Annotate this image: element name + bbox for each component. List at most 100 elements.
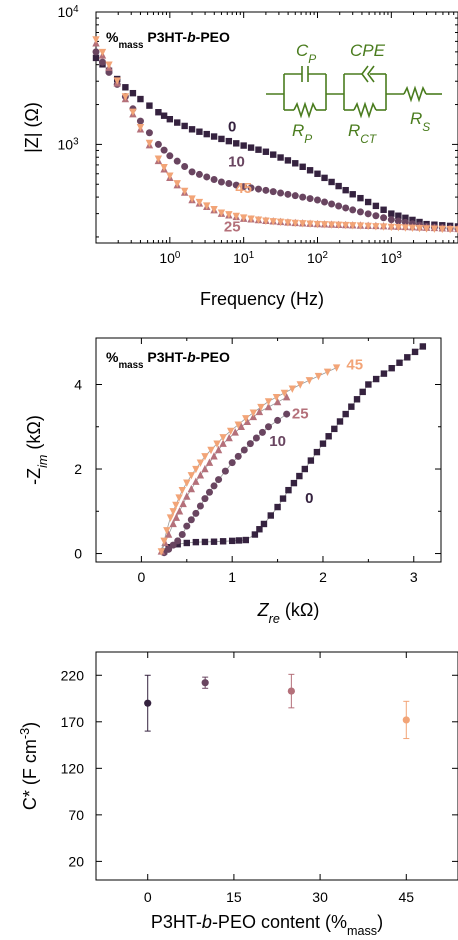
- legend-title-part: -PEO: [196, 29, 230, 45]
- data-point: [214, 445, 223, 454]
- data-point: [260, 520, 268, 528]
- plot-frame: [95, 11, 458, 244]
- series-45: [157, 364, 341, 556]
- data-point: [92, 36, 100, 44]
- data-point: [380, 370, 388, 377]
- legend-title-part: %: [106, 349, 119, 365]
- data-point: [187, 472, 196, 480]
- data-point: [210, 205, 218, 214]
- data-point: [226, 427, 235, 436]
- data-point: [349, 191, 356, 198]
- y-tick-label-part: 3: [73, 136, 79, 147]
- data-point: [136, 123, 145, 132]
- data-point: [262, 186, 270, 194]
- capacitance-panel: 0 15 30 45 20 70 120 170 220 P3HT-b-PEO content (…: [18, 651, 458, 938]
- x-tick-label: 2: [319, 569, 327, 585]
- data-point: [396, 359, 403, 366]
- y-tick-label: 2: [74, 461, 82, 477]
- data-point: [203, 130, 210, 138]
- data-point: [331, 425, 338, 433]
- data-point: [314, 372, 323, 381]
- capacitance-point-3: [402, 700, 410, 740]
- data-point: [192, 538, 200, 546]
- data-point: [287, 687, 295, 695]
- y-tick-label-part: 4: [73, 4, 79, 15]
- data-point: [298, 220, 307, 228]
- data-point: [105, 61, 113, 69]
- data-point: [195, 198, 204, 207]
- data-point: [264, 398, 273, 406]
- series-label-25: 25: [292, 405, 309, 422]
- x-axis-label-part: re: [269, 612, 280, 626]
- data-point: [372, 202, 380, 210]
- circuit-label-cpe: CPE: [350, 41, 386, 60]
- y-tick-label: 220: [61, 667, 85, 683]
- data-point: [313, 220, 322, 229]
- data-point: [188, 195, 196, 203]
- data-point: [279, 495, 287, 502]
- data-point: [188, 168, 196, 176]
- data-point: [292, 160, 299, 167]
- data-point: [243, 417, 252, 426]
- data-point: [129, 89, 137, 97]
- series-0: [92, 54, 458, 230]
- data-point: [401, 218, 409, 226]
- data-point: [164, 530, 173, 538]
- circuit-label-rp-part: P: [304, 132, 312, 146]
- data-point: [169, 541, 177, 549]
- x-axis-label-part: -PEO content (%: [212, 912, 347, 932]
- x-tick-label-part: 2: [323, 250, 328, 261]
- circuit-label-cp-part: P: [308, 52, 316, 66]
- data-point: [342, 204, 350, 212]
- data-point: [92, 54, 100, 62]
- data-point: [166, 152, 174, 160]
- data-point: [187, 484, 196, 493]
- y-axis-label: -Zim (kΩ): [24, 415, 50, 485]
- x-tick-label-part: 3: [396, 250, 402, 261]
- data-point: [154, 140, 162, 148]
- data-point: [181, 163, 189, 171]
- data-point: [283, 410, 291, 418]
- data-point: [402, 716, 410, 724]
- data-point: [306, 167, 314, 174]
- data-point: [219, 434, 227, 442]
- data-point: [252, 434, 260, 442]
- x-tick-label: 101: [233, 250, 254, 267]
- data-point: [270, 151, 277, 158]
- data-point: [394, 217, 402, 225]
- data-point: [203, 173, 211, 181]
- data-point: [160, 164, 168, 172]
- x-tick-label: 3: [410, 569, 418, 585]
- data-point: [262, 217, 270, 225]
- data-point: [145, 139, 154, 148]
- data-point: [290, 479, 298, 487]
- resistor-icon: [403, 85, 427, 103]
- data-point: [314, 170, 321, 177]
- data-point: [225, 180, 233, 188]
- plot-frame: [95, 337, 442, 563]
- data-point: [188, 126, 196, 133]
- x-axis-label-part: b: [202, 912, 212, 932]
- series-0: [160, 343, 427, 555]
- data-point: [409, 216, 416, 224]
- x-tick-label: 0: [144, 889, 152, 905]
- data-point: [201, 679, 209, 687]
- data-point: [357, 194, 364, 202]
- x-tick-label: 0: [137, 569, 145, 585]
- data-point: [192, 477, 200, 485]
- data-point: [349, 206, 357, 214]
- data-point: [307, 457, 315, 464]
- legend-title: %mass P3HT-b-PEO: [106, 29, 230, 51]
- circuit-label-cp: CP: [296, 41, 316, 66]
- data-point: [210, 133, 218, 140]
- y-axis-label-part: -Z: [24, 468, 44, 485]
- data-point: [201, 495, 209, 503]
- data-point: [335, 182, 342, 190]
- data-point: [113, 77, 121, 85]
- data-point: [225, 137, 233, 145]
- data-point: [395, 212, 402, 219]
- data-point: [183, 492, 191, 500]
- data-point: [285, 486, 292, 494]
- resistor-icon: [293, 101, 317, 119]
